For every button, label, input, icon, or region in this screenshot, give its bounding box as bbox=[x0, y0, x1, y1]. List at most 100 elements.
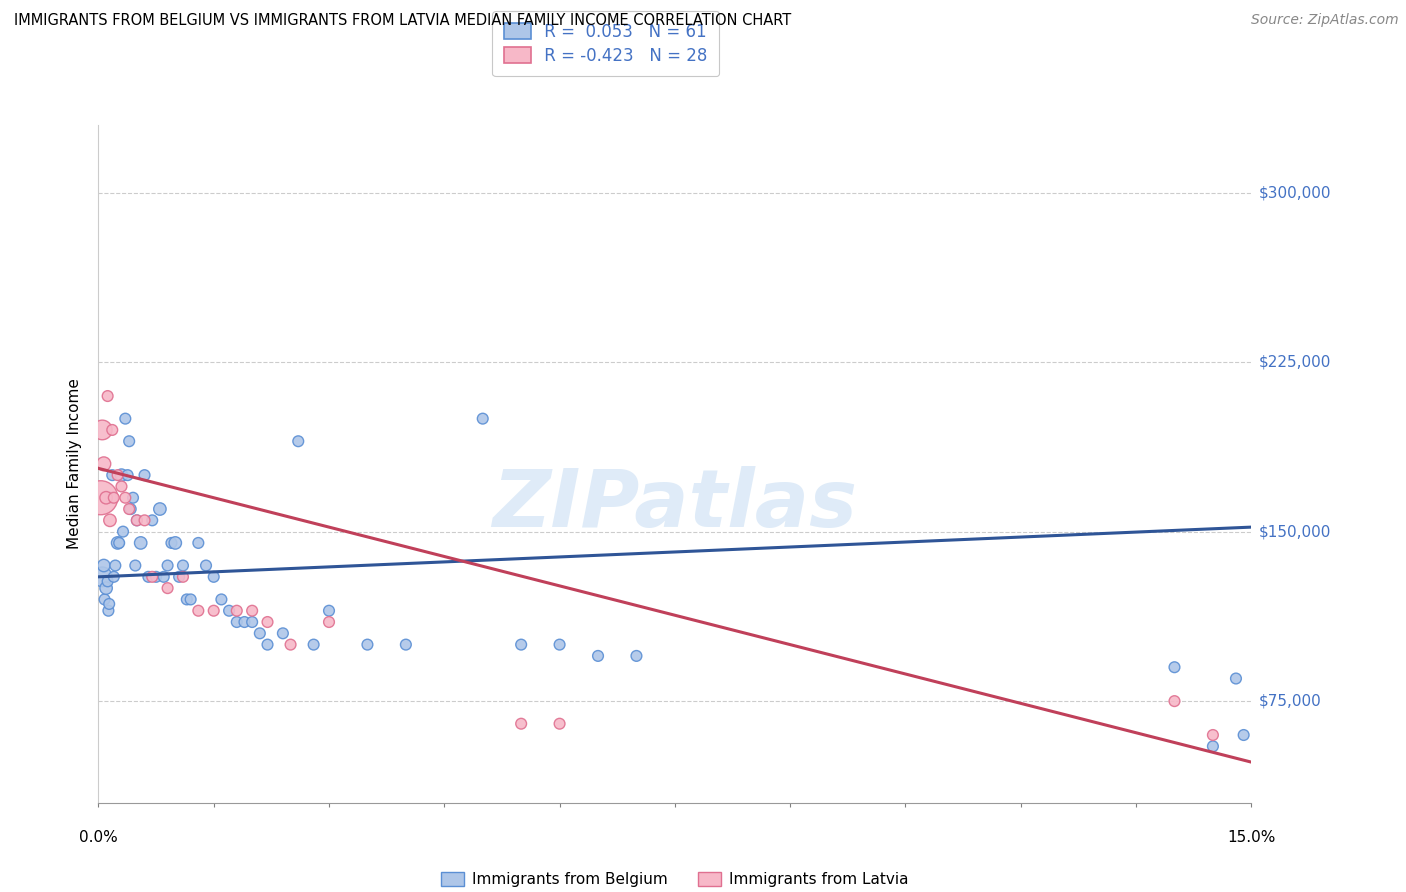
Text: ZIPatlas: ZIPatlas bbox=[492, 466, 858, 543]
Point bbox=[271, 626, 294, 640]
Point bbox=[97, 604, 120, 618]
Point bbox=[145, 570, 167, 584]
Point bbox=[118, 502, 141, 516]
Point bbox=[1233, 728, 1256, 742]
Point bbox=[125, 513, 148, 527]
Point bbox=[225, 604, 247, 618]
Point bbox=[548, 638, 571, 652]
Point bbox=[117, 468, 139, 483]
Point bbox=[94, 581, 117, 595]
Point bbox=[114, 411, 136, 425]
Point bbox=[202, 570, 225, 584]
Point bbox=[172, 558, 194, 573]
Point bbox=[240, 604, 263, 618]
Point bbox=[134, 513, 156, 527]
Point bbox=[586, 648, 609, 663]
Point bbox=[134, 468, 156, 483]
Legend: Immigrants from Belgium, Immigrants from Latvia: Immigrants from Belgium, Immigrants from… bbox=[434, 864, 915, 892]
Point bbox=[510, 716, 533, 731]
Point bbox=[94, 491, 117, 505]
Point bbox=[209, 592, 232, 607]
Point bbox=[280, 638, 302, 652]
Point bbox=[97, 574, 120, 589]
Point bbox=[90, 491, 112, 505]
Point bbox=[249, 626, 271, 640]
Point bbox=[176, 592, 198, 607]
Point bbox=[225, 615, 247, 629]
Point bbox=[138, 570, 160, 584]
Point bbox=[1202, 728, 1225, 742]
Point bbox=[93, 592, 115, 607]
Point bbox=[626, 648, 648, 663]
Text: 15.0%: 15.0% bbox=[1227, 830, 1275, 845]
Point bbox=[167, 570, 190, 584]
Point bbox=[103, 491, 125, 505]
Point bbox=[124, 558, 146, 573]
Point bbox=[218, 604, 240, 618]
Point bbox=[111, 524, 134, 539]
Point bbox=[195, 558, 218, 573]
Point bbox=[125, 513, 148, 527]
Point bbox=[108, 536, 131, 550]
Point bbox=[202, 604, 225, 618]
Point bbox=[152, 570, 174, 584]
Point bbox=[107, 468, 129, 483]
Point bbox=[149, 502, 172, 516]
Point bbox=[97, 389, 120, 403]
Point bbox=[100, 491, 122, 505]
Point bbox=[165, 536, 187, 550]
Point bbox=[240, 615, 263, 629]
Text: Source: ZipAtlas.com: Source: ZipAtlas.com bbox=[1251, 13, 1399, 28]
Text: $150,000: $150,000 bbox=[1258, 524, 1330, 539]
Point bbox=[180, 592, 202, 607]
Point bbox=[318, 604, 340, 618]
Point bbox=[160, 536, 183, 550]
Point bbox=[91, 423, 114, 437]
Point bbox=[287, 434, 309, 449]
Text: $225,000: $225,000 bbox=[1258, 355, 1330, 369]
Point bbox=[256, 615, 278, 629]
Point bbox=[129, 536, 152, 550]
Point bbox=[91, 570, 114, 584]
Text: IMMIGRANTS FROM BELGIUM VS IMMIGRANTS FROM LATVIA MEDIAN FAMILY INCOME CORRELATI: IMMIGRANTS FROM BELGIUM VS IMMIGRANTS FR… bbox=[14, 13, 792, 29]
Point bbox=[395, 638, 418, 652]
Point bbox=[510, 638, 533, 652]
Point bbox=[302, 638, 325, 652]
Point bbox=[107, 536, 129, 550]
Point bbox=[187, 536, 209, 550]
Point bbox=[141, 570, 163, 584]
Point bbox=[93, 457, 115, 471]
Point bbox=[122, 491, 145, 505]
Point bbox=[110, 479, 132, 493]
Text: 0.0%: 0.0% bbox=[79, 830, 118, 845]
Point bbox=[114, 491, 136, 505]
Point bbox=[256, 638, 278, 652]
Point bbox=[233, 615, 256, 629]
Point bbox=[93, 558, 115, 573]
Point bbox=[1225, 672, 1247, 686]
Point bbox=[110, 468, 132, 483]
Y-axis label: Median Family Income: Median Family Income bbox=[67, 378, 83, 549]
Point bbox=[548, 716, 571, 731]
Point bbox=[1163, 694, 1185, 708]
Point bbox=[104, 558, 127, 573]
Point bbox=[120, 502, 142, 516]
Point bbox=[98, 597, 121, 611]
Point bbox=[98, 513, 121, 527]
Text: $300,000: $300,000 bbox=[1258, 186, 1331, 200]
Point bbox=[141, 513, 163, 527]
Point bbox=[356, 638, 378, 652]
Point bbox=[1163, 660, 1185, 674]
Point bbox=[1202, 739, 1225, 754]
Point bbox=[156, 558, 179, 573]
Point bbox=[187, 604, 209, 618]
Point bbox=[156, 581, 179, 595]
Text: $75,000: $75,000 bbox=[1258, 694, 1322, 708]
Point bbox=[318, 615, 340, 629]
Point bbox=[101, 423, 124, 437]
Point bbox=[101, 468, 124, 483]
Point bbox=[471, 411, 494, 425]
Point bbox=[103, 570, 125, 584]
Point bbox=[172, 570, 194, 584]
Point bbox=[118, 434, 141, 449]
